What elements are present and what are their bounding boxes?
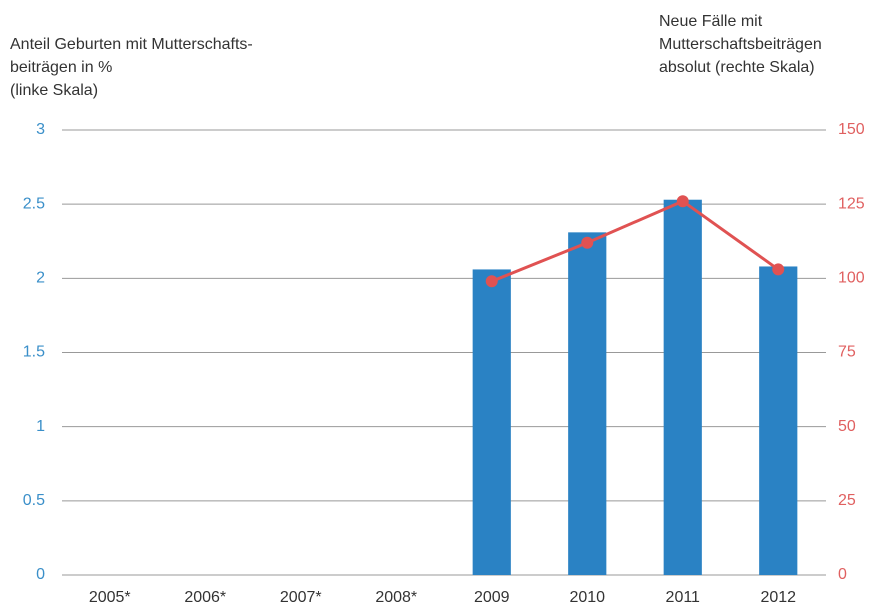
y2-axis-title: Mutterschaftsbeiträgen [659,36,822,53]
x-tick-label: 2007* [280,589,322,606]
y2-tick-label: 50 [838,418,856,435]
x-tick-label: 2010 [569,589,605,606]
x-tick-label: 2006* [184,589,226,606]
y-tick-label: 3 [36,121,45,138]
y-tick-label: 1 [36,418,45,435]
y2-axis-title: absolut (rechte Skala) [659,59,815,76]
line-point [772,263,785,276]
x-tick-label: 2009 [474,589,510,606]
y-axis-title: beiträgen in % [10,59,112,76]
bar [663,199,702,575]
y-tick-label: 2 [36,270,45,287]
y2-tick-label: 150 [838,121,865,138]
y-tick-label: 2.5 [23,195,45,212]
line-point [676,195,689,208]
x-tick-label: 2012 [760,589,796,606]
bar [472,269,511,575]
y2-tick-label: 125 [838,195,865,212]
y-tick-label: 1.5 [23,344,45,361]
y2-tick-label: 100 [838,270,865,287]
x-tick-label: 2011 [666,589,701,606]
bar [759,266,798,575]
line-point [485,275,498,288]
y-axis-title: Anteil Geburten mit Mutterschafts- [10,36,253,53]
bar [568,232,607,575]
x-tick-label: 2005* [89,589,131,606]
x-tick-label: 2008* [375,589,417,606]
y2-tick-label: 0 [838,566,847,583]
line-point [581,236,594,249]
line [491,199,780,283]
y-axis-title: (linke Skala) [10,82,98,99]
y-tick-label: 0 [36,566,45,583]
y2-tick-label: 25 [838,492,856,509]
y2-tick-label: 75 [838,344,856,361]
y2-axis-title: Neue Fälle mit [659,13,763,30]
y-tick-label: 0.5 [23,492,45,509]
